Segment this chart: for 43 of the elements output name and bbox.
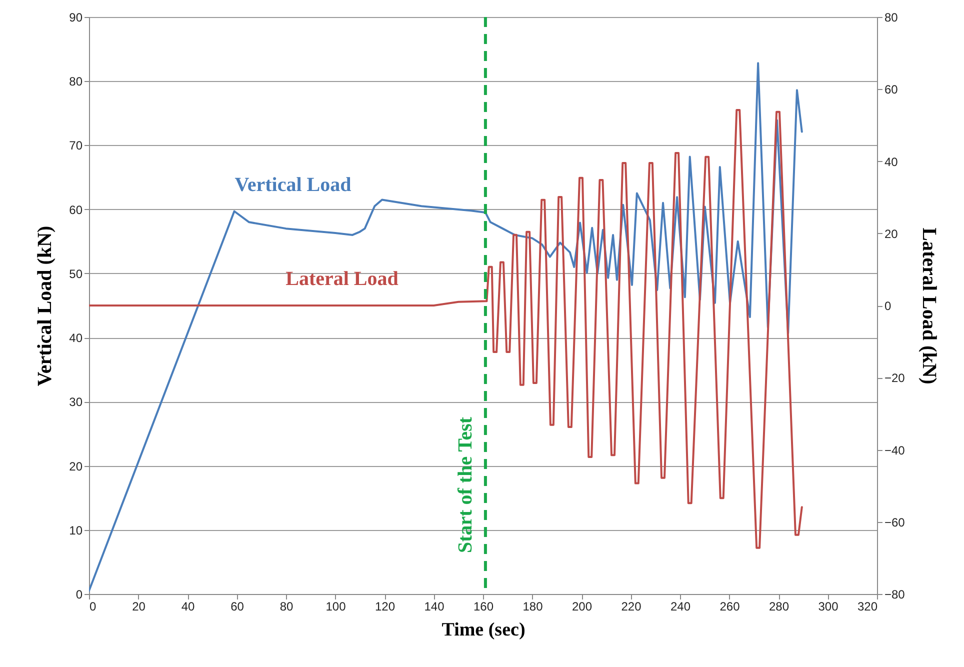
y2-tick-label: 20 [884, 226, 898, 241]
y2-tick-label: −40 [884, 443, 906, 458]
y2-tick-label: 0 [884, 299, 892, 313]
y-tick-label: 60 [69, 202, 83, 217]
y-axis-title: Vertical Load (kN) [34, 226, 56, 386]
x-tick-label: 120 [374, 600, 396, 614]
y-tick-label: 70 [69, 138, 83, 153]
y2-tick-label: 60 [884, 82, 898, 97]
x-tick-label: 140 [424, 600, 445, 614]
x-tick-label: 220 [621, 600, 642, 614]
y2-tick-label: −80 [884, 588, 906, 602]
line-series [89, 62, 803, 592]
y-tick-label: 30 [69, 395, 83, 410]
x-tick-label: 0 [90, 600, 96, 614]
x-tick-label: 320 [857, 600, 878, 614]
x-tick-label: 80 [280, 600, 294, 614]
y2-tick-label: −20 [884, 371, 906, 386]
y2-tick-label: 40 [884, 154, 898, 169]
x-tick-label: 100 [326, 600, 346, 614]
x-tick-label: 180 [522, 600, 544, 614]
y-tick-label: 50 [69, 266, 83, 281]
y-tick-label: 80 [69, 74, 83, 89]
x-tick-label: 240 [670, 600, 691, 614]
x-tick-label: 40 [181, 600, 195, 614]
y-tick-label: 0 [76, 588, 83, 602]
x-tick-label: 300 [818, 600, 839, 614]
y2-tick-label: 80 [884, 10, 898, 24]
x-tick-label: 260 [720, 600, 740, 614]
y-tick-label: 90 [69, 10, 83, 24]
x-tick-label: 20 [132, 600, 146, 614]
x-tick-label: 60 [230, 600, 244, 614]
x-tick-label: 200 [572, 600, 592, 614]
ref-line-label: Start of the Test [454, 416, 476, 554]
y-tick-label: 40 [69, 331, 83, 346]
y2-axis-title: Lateral Load (kN) [918, 228, 940, 384]
y2-tick-label: −60 [884, 515, 906, 530]
x-tick-label: 280 [768, 600, 790, 614]
y-tick-label: 20 [69, 459, 83, 474]
series-label: Lateral Load [286, 268, 398, 290]
series-label: Vertical Load [234, 174, 352, 196]
x-axis-title: Time (sec) [442, 620, 526, 640]
x-tick-label: 160 [473, 600, 494, 614]
y-tick-label: 10 [69, 523, 83, 538]
